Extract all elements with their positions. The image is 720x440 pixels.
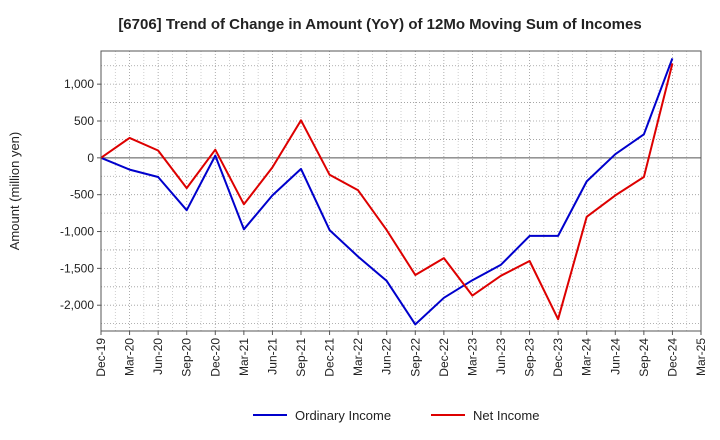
x-tick-label: Dec-21 (323, 338, 337, 377)
series-line-ordinary-income (100, 58, 674, 326)
x-tick-label: Sep-23 (523, 338, 537, 377)
x-tick-label: Dec-22 (437, 338, 451, 377)
x-tick-label: Dec-20 (208, 338, 222, 377)
y-tick-label: 500 (74, 114, 94, 128)
series-line-net-income (100, 63, 674, 321)
x-tick-label: Mar-21 (237, 338, 251, 376)
x-tick-label: Mar-22 (351, 338, 365, 376)
y-tick-label: -2,000 (60, 298, 94, 312)
y-tick-label: -500 (70, 188, 94, 202)
x-tick-label: Sep-22 (408, 338, 422, 377)
y-tick-label: 0 (87, 151, 94, 165)
chart-title: [6706] Trend of Change in Amount (YoY) o… (118, 16, 641, 33)
legend: Ordinary Income Net Income (253, 408, 539, 423)
y-tick-label: 1,000 (64, 77, 94, 91)
y-axis-label: Amount (million yen) (7, 132, 22, 251)
x-tick-label: Sep-21 (294, 338, 308, 377)
x-tick-label: Mar-24 (580, 338, 594, 376)
y-axis-ticks: 1,000 500 0 -500 -1,000 -1,500 -2,000 (60, 77, 101, 312)
x-tick-label: Jun-22 (380, 338, 394, 375)
x-tick-label: Jun-21 (265, 338, 279, 375)
x-tick-label: Mar-25 (694, 338, 708, 376)
x-tick-label: Sep-20 (180, 338, 194, 377)
legend-label: Ordinary Income (295, 408, 391, 423)
x-axis-ticks: Dec-19 Mar-20 Jun-20 Sep-20 Dec-20 Mar-21 Jun-… (94, 331, 708, 377)
x-tick-label: Dec-23 (551, 338, 565, 377)
x-tick-label: Sep-24 (637, 338, 651, 377)
x-tick-label: Dec-19 (94, 338, 108, 377)
x-tick-label: Mar-23 (465, 338, 479, 376)
plot-area-frame (100, 50, 702, 332)
grid (100, 51, 702, 331)
x-tick-label: Jun-23 (494, 338, 508, 375)
y-tick-label: -1,500 (60, 261, 94, 275)
y-tick-label: -1,000 (60, 225, 94, 239)
legend-label: Net Income (473, 408, 539, 423)
x-tick-label: Jun-20 (151, 338, 165, 375)
x-tick-label: Dec-24 (665, 338, 679, 377)
x-tick-label: Jun-24 (608, 338, 622, 375)
x-tick-label: Mar-20 (123, 338, 137, 376)
series-group (100, 58, 674, 326)
